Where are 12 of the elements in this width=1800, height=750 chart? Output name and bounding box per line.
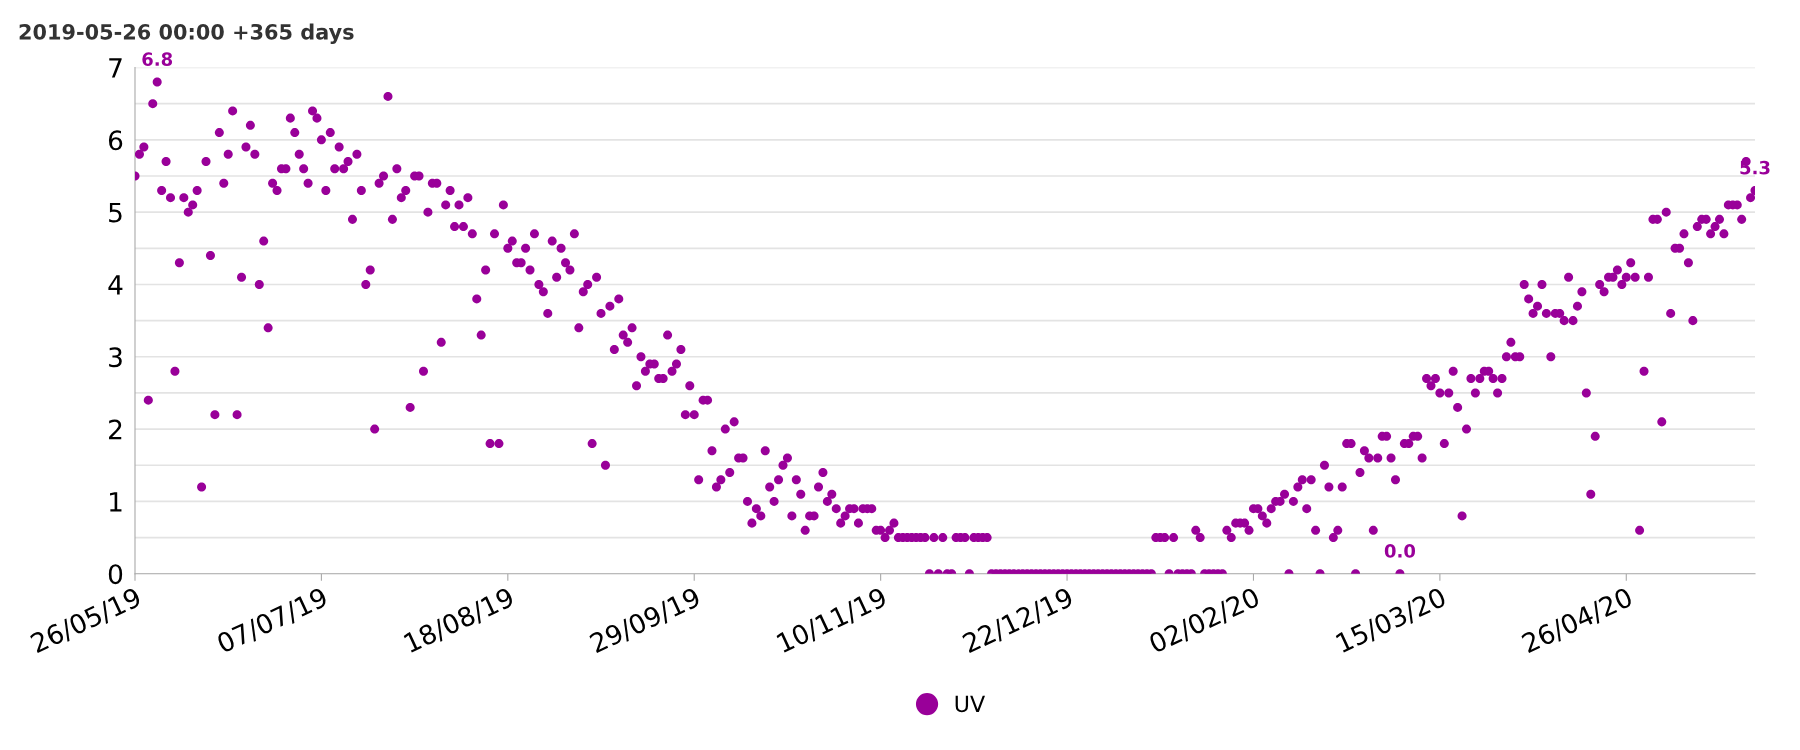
annotation: 0.0 [1384,544,1416,558]
y-tick-label: 0 [108,564,123,585]
legend-label: UV [955,695,985,713]
y-tick-label: 7 [109,58,122,78]
y-tick-label: 2 [109,419,122,440]
annotation: 6.8 [142,52,173,66]
y-tick-label: 1 [110,492,122,512]
chart-title: 2019-05-26 00:00 +365 days [19,23,354,44]
y-tick-label: 4 [108,275,123,295]
y-tick-label: 3 [109,347,122,368]
y-tick-label: 5 [109,202,122,223]
y-tick-label: 6 [108,130,123,151]
